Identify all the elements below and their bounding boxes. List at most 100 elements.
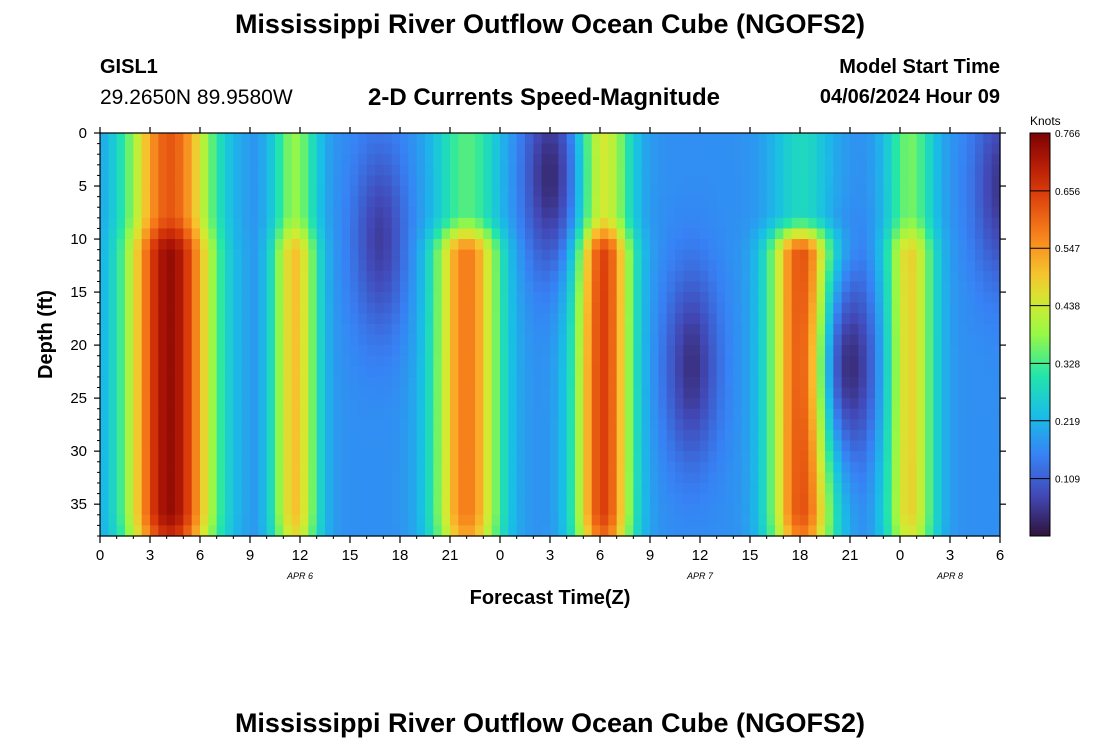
heatmap-cell xyxy=(958,292,968,304)
heatmap-cell xyxy=(150,355,159,367)
heatmap-cell xyxy=(808,440,818,452)
heatmap-cell xyxy=(866,228,876,240)
heatmap-cell xyxy=(900,376,909,389)
heatmap-cell xyxy=(683,482,693,495)
heatmap-cell xyxy=(116,376,126,389)
heatmap-cell xyxy=(991,313,1001,325)
heatmap-cell xyxy=(383,376,393,389)
heatmap-cell xyxy=(366,376,376,389)
heatmap-cell xyxy=(191,292,201,304)
heatmap-cell xyxy=(583,313,593,325)
heatmap-cell xyxy=(466,302,476,314)
heatmap-cell xyxy=(675,164,684,177)
heatmap-cell xyxy=(316,387,326,399)
heatmap-cell xyxy=(775,419,784,431)
heatmap-cell xyxy=(650,302,659,314)
heatmap-cell xyxy=(100,504,109,516)
heatmap-cell xyxy=(633,419,643,431)
heatmap-cell xyxy=(991,440,1001,452)
heatmap-cell xyxy=(525,334,534,346)
heatmap-cell xyxy=(383,196,393,208)
heatmap-cell xyxy=(291,334,301,346)
heatmap-cell xyxy=(850,302,859,314)
heatmap-cell xyxy=(358,461,368,473)
heatmap-cell xyxy=(325,164,334,177)
heatmap-cell xyxy=(658,302,668,314)
heatmap-cell xyxy=(691,366,701,378)
heatmap-cell xyxy=(208,217,218,230)
heatmap-cell xyxy=(941,334,951,346)
heatmap-cell xyxy=(950,419,959,431)
heatmap-cell xyxy=(516,472,526,484)
heatmap-cell xyxy=(933,376,943,389)
heatmap-cell xyxy=(991,270,1001,283)
heatmap-cell xyxy=(458,217,468,230)
heatmap-cell xyxy=(633,154,643,166)
heatmap-cell xyxy=(766,292,776,304)
heatmap-cell xyxy=(900,133,909,145)
heatmap-cell xyxy=(825,366,834,378)
heatmap-cell xyxy=(141,249,151,261)
heatmap-cell xyxy=(216,313,226,325)
heatmap-cell xyxy=(300,281,309,293)
heatmap-cell xyxy=(941,451,951,463)
heatmap-cell xyxy=(916,143,926,155)
heatmap-cell xyxy=(975,398,984,410)
heatmap-cell xyxy=(883,461,893,473)
heatmap-cell xyxy=(900,249,909,261)
heatmap-cell xyxy=(391,376,401,389)
heatmap-cell xyxy=(983,472,993,484)
heatmap-cell xyxy=(225,419,234,431)
heatmap-cell xyxy=(208,228,218,240)
heatmap-cell xyxy=(266,376,276,389)
heatmap-cell xyxy=(266,164,276,177)
station-coordinates: 29.2650N 89.9580W xyxy=(100,86,293,109)
heatmap-cell xyxy=(291,504,301,516)
heatmap-cell xyxy=(425,451,434,463)
heatmap-cell xyxy=(400,302,409,314)
heatmap-cell xyxy=(791,525,801,537)
heatmap-cell xyxy=(750,292,759,304)
heatmap-cell xyxy=(900,461,909,473)
heatmap-cell xyxy=(158,270,168,283)
heatmap-cell xyxy=(908,207,918,219)
heatmap-cell xyxy=(608,260,618,272)
heatmap-cell xyxy=(300,472,309,484)
heatmap-cell xyxy=(650,482,659,495)
heatmap-cell xyxy=(725,525,734,537)
heatmap-cell xyxy=(650,239,659,251)
heatmap-cell xyxy=(800,514,809,526)
heatmap-cell xyxy=(291,482,301,495)
heatmap-cell xyxy=(700,249,709,261)
heatmap-cell xyxy=(275,313,284,325)
heatmap-cell xyxy=(991,345,1001,357)
heatmap-cell xyxy=(233,419,243,431)
heatmap-cell xyxy=(833,302,843,314)
heatmap-cell xyxy=(916,302,926,314)
heatmap-cell xyxy=(808,514,818,526)
heatmap-cell xyxy=(508,270,518,283)
heatmap-cell xyxy=(266,270,276,283)
heatmap-cell xyxy=(325,133,334,145)
heatmap-cell xyxy=(558,228,568,240)
heatmap-cell xyxy=(633,493,643,505)
heatmap-cell xyxy=(533,164,543,177)
heatmap-cell xyxy=(975,228,984,240)
heatmap-cell xyxy=(766,175,776,187)
heatmap-cell xyxy=(225,260,234,272)
heatmap-cell xyxy=(158,504,168,516)
heatmap-cell xyxy=(358,429,368,442)
heatmap-cell xyxy=(508,196,518,208)
heatmap-cell xyxy=(941,186,951,198)
heatmap-cell xyxy=(408,376,418,389)
heatmap-cell xyxy=(758,143,768,155)
heatmap-cell xyxy=(108,493,118,505)
heatmap-cell xyxy=(741,355,751,367)
heatmap-cell xyxy=(833,440,843,452)
heatmap-cell xyxy=(908,260,918,272)
heatmap-cell xyxy=(208,260,218,272)
heatmap-cell xyxy=(125,249,134,261)
heatmap-cell xyxy=(541,345,551,357)
heatmap-cell xyxy=(191,239,201,251)
heatmap-cell xyxy=(800,387,809,399)
